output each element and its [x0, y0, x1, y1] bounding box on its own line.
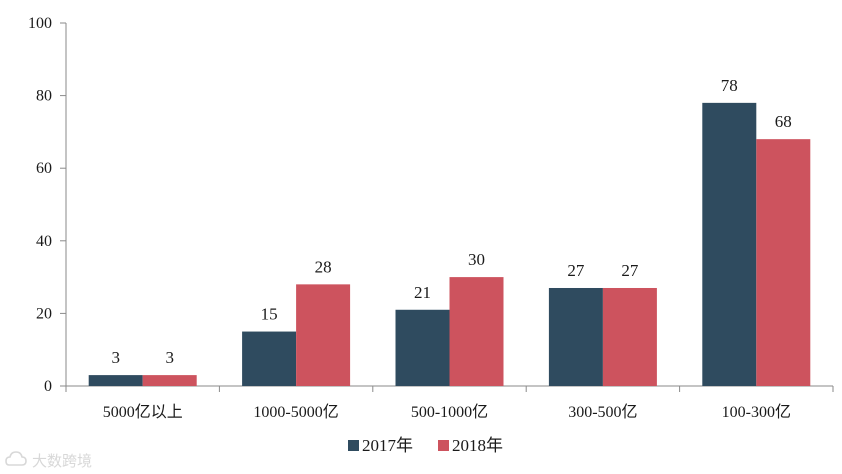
data-label: 78 — [721, 76, 738, 95]
legend-label: 2017年 — [362, 436, 413, 455]
bar-series1 — [702, 102, 757, 387]
legend: 2017年 2018年 — [348, 436, 503, 455]
bar-series2 — [756, 139, 811, 386]
x-tick-label: 300-500亿 — [568, 403, 637, 421]
legend-label: 2018年 — [452, 436, 503, 455]
bar-series1 — [548, 287, 603, 386]
bars — [88, 102, 811, 387]
watermark: 大数跨境 — [5, 451, 92, 470]
legend-swatch — [438, 440, 449, 451]
bar-series1 — [88, 375, 143, 386]
data-labels: 3 15 21 27 78 3 28 30 27 68 — [111, 76, 791, 367]
data-label: 3 — [165, 348, 174, 367]
bar-series2 — [449, 277, 504, 386]
y-tick-label: 60 — [36, 160, 52, 177]
data-label: 68 — [775, 112, 792, 131]
bar-series2 — [602, 287, 657, 386]
legend-swatch — [348, 440, 359, 451]
y-tick-label: 20 — [36, 305, 52, 322]
bar-series2 — [296, 284, 351, 386]
x-tick-label: 1000-5000亿 — [253, 403, 338, 421]
data-label: 21 — [414, 283, 431, 302]
bar-series1 — [395, 309, 450, 386]
data-label: 27 — [567, 261, 585, 280]
data-label: 30 — [468, 250, 485, 269]
x-tick-label: 100-300亿 — [722, 403, 791, 421]
x-tick-label: 500-1000亿 — [411, 403, 488, 421]
y-axis: 0 20 40 60 80 100 — [28, 15, 67, 395]
x-axis: 5000亿以上 1000-5000亿 500-1000亿 300-500亿 100-30… — [65, 385, 834, 421]
y-tick-label: 80 — [36, 88, 52, 105]
cloud-logo-icon — [5, 451, 27, 466]
bar-series2 — [142, 375, 197, 386]
data-label: 15 — [261, 305, 278, 324]
data-label: 28 — [315, 257, 332, 276]
y-tick-label: 0 — [44, 378, 52, 395]
data-label: 3 — [111, 348, 120, 367]
x-tick-label: 5000亿以上 — [103, 403, 183, 421]
bar-series1 — [242, 331, 297, 386]
y-tick-label: 40 — [36, 233, 52, 250]
data-label: 27 — [621, 261, 639, 280]
y-tick-label: 100 — [28, 15, 52, 32]
watermark-text: 大数跨境 — [32, 452, 92, 470]
